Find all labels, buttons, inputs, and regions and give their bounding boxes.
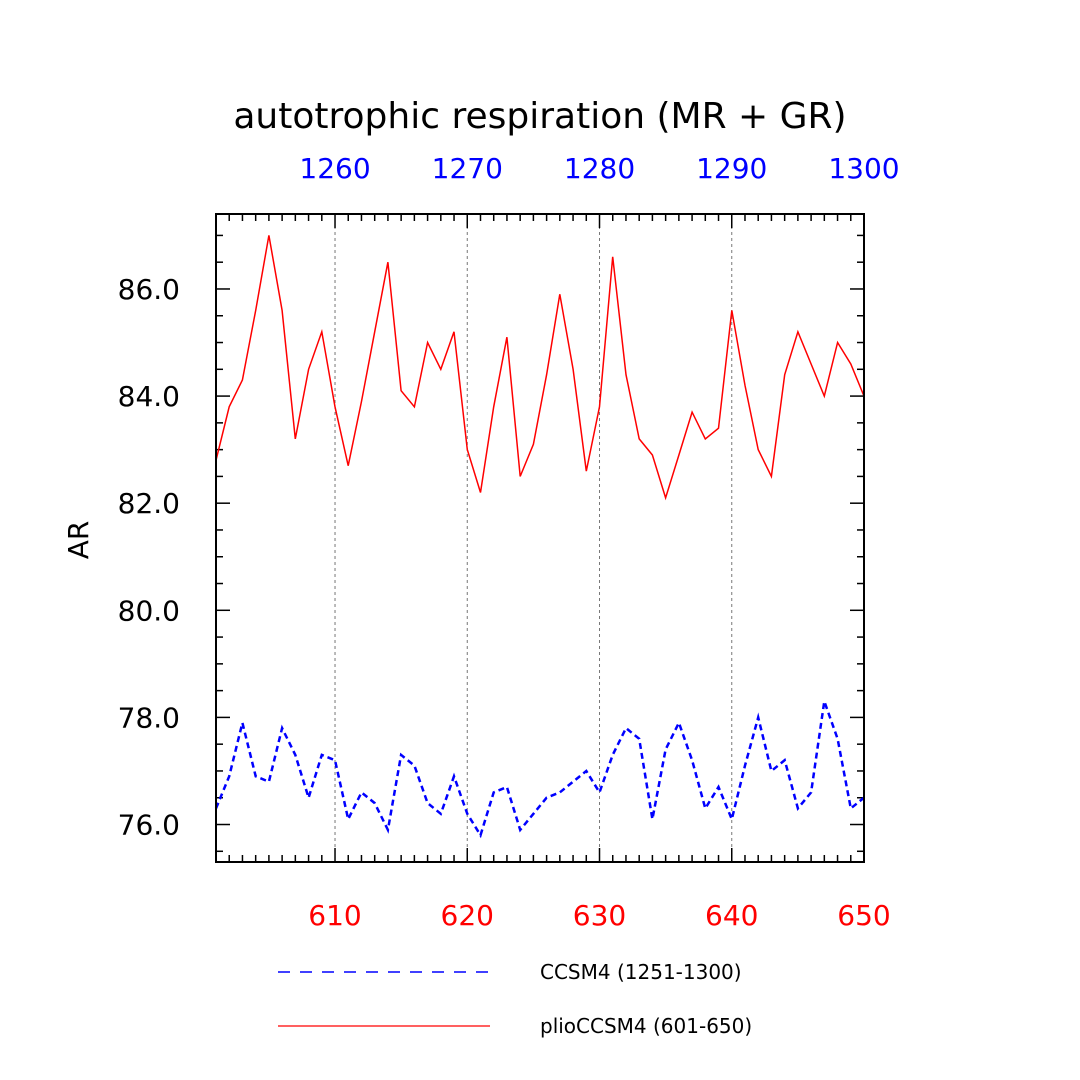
x-top-tick-label: 1260 — [299, 152, 370, 185]
x-top-tick-label: 1280 — [564, 152, 635, 185]
x-top-tick-label: 1290 — [696, 152, 767, 185]
x-axis-bottom-labels: 610 620 630 640 650 — [308, 899, 890, 932]
y-tick-label: 82.0 — [118, 487, 180, 520]
axis-ticks — [215, 214, 865, 862]
legend-label-pliocssm4: plioCCSM4 (601-650) — [540, 1014, 752, 1038]
y-tick-label: 78.0 — [118, 701, 180, 734]
legend-label-ccsm4: CCSM4 (1251-1300) — [540, 960, 742, 984]
chart-title: autotrophic respiration (MR + GR) — [233, 96, 846, 137]
x-bottom-tick-label: 640 — [705, 899, 758, 932]
y-tick-label: 80.0 — [118, 594, 180, 627]
plot-frame — [215, 213, 865, 863]
y-tick-label: 84.0 — [118, 380, 180, 413]
x-bottom-tick-label: 620 — [441, 899, 494, 932]
y-tick-label: 86.0 — [118, 273, 180, 306]
x-bottom-tick-label: 610 — [308, 899, 361, 932]
series-line-0 — [214, 700, 865, 839]
legend: CCSM4 (1251-1300) plioCCSM4 (601-650) — [278, 960, 752, 1038]
x-top-tick-label: 1270 — [432, 152, 503, 185]
x-bottom-tick-label: 630 — [573, 899, 626, 932]
x-bottom-tick-label: 650 — [837, 899, 890, 932]
x-top-tick-label: 1300 — [828, 152, 899, 185]
y-tick-label: 76.0 — [118, 809, 180, 842]
x-axis-top-labels: 1260 1270 1280 1290 1300 — [299, 152, 899, 185]
y-axis-label: AR — [62, 521, 95, 560]
y-axis-labels: 76.0 78.0 80.0 82.0 84.0 86.0 — [118, 273, 180, 842]
vertical-grid — [334, 214, 733, 862]
series-line-1 — [215, 235, 865, 501]
series-layer — [214, 235, 865, 839]
